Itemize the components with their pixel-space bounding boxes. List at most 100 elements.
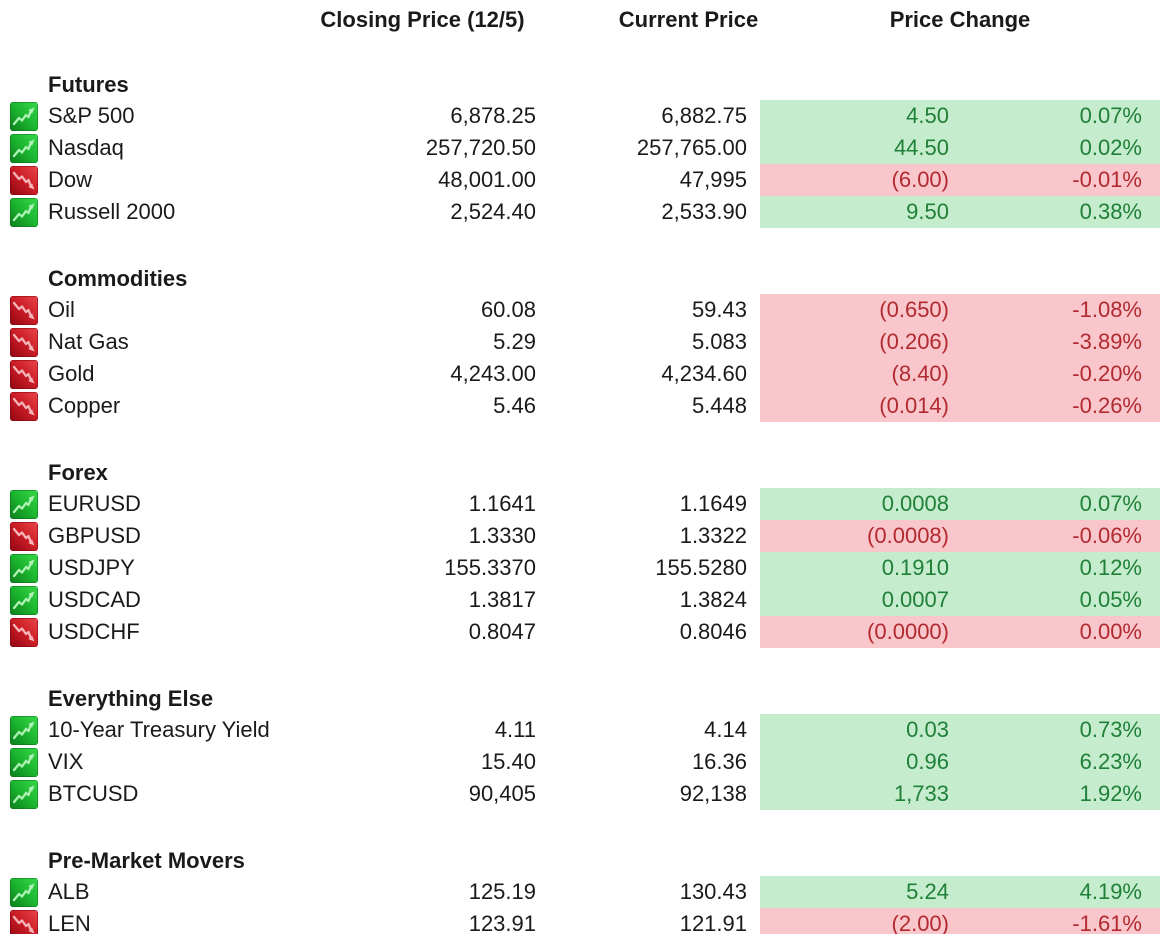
table-row: ALB 125.19 130.43 5.24 4.19% — [0, 876, 1160, 908]
trend-up-icon — [10, 197, 38, 227]
table-row: Copper 5.46 5.448 (0.014) -0.26% — [0, 390, 1160, 422]
section-title-row: Commodities — [0, 264, 1160, 294]
price-change-percent: 1.92% — [955, 778, 1160, 810]
price-change-value: 4.50 — [760, 100, 955, 132]
section-rows: ALB 125.19 130.43 5.24 4.19% LEN 123.9 — [0, 876, 1160, 934]
section-title: Forex — [48, 460, 108, 485]
price-change-value: 9.50 — [760, 196, 955, 228]
price-change-value: 5.24 — [760, 876, 955, 908]
trend-up-icon — [10, 133, 38, 163]
price-change-value: (6.00) — [760, 164, 955, 196]
table-row: VIX 15.40 16.36 0.96 6.23% — [0, 746, 1160, 778]
section-rows: 10-Year Treasury Yield 4.11 4.14 0.03 0.… — [0, 714, 1160, 810]
current-price: 92,138 — [679, 781, 747, 806]
price-change-value: (8.40) — [760, 358, 955, 390]
current-price: 4.14 — [704, 717, 747, 742]
table-section: Everything Else 10-Year Treasury Yield 4… — [0, 684, 1160, 810]
table-row: Dow 48,001.00 47,995 (6.00) -0.01% — [0, 164, 1160, 196]
price-change-percent: 6.23% — [955, 746, 1160, 778]
trend-down-icon — [10, 617, 38, 647]
trend-up-icon — [10, 553, 38, 583]
closing-price: 125.19 — [468, 879, 536, 904]
trend-up-icon — [10, 747, 38, 777]
trend-up-icon — [10, 585, 38, 615]
closing-price: 155.3370 — [444, 555, 536, 580]
section-title-row: Forex — [0, 458, 1160, 488]
section-title-row: Everything Else — [0, 684, 1160, 714]
current-price: 5.448 — [691, 393, 747, 418]
instrument-name: VIX — [48, 749, 84, 774]
instrument-name: Oil — [48, 297, 75, 322]
price-change-value: 1,733 — [760, 778, 955, 810]
closing-price: 6,878.25 — [450, 103, 536, 128]
price-change-value: 0.96 — [760, 746, 955, 778]
current-price: 121.91 — [679, 911, 747, 934]
table-section: Commodities Oil 60.08 59.43 (0.650) — [0, 264, 1160, 422]
table-row: 10-Year Treasury Yield 4.11 4.14 0.03 0.… — [0, 714, 1160, 746]
current-price: 130.43 — [679, 879, 747, 904]
instrument-name: GBPUSD — [48, 523, 141, 548]
price-change-percent: 0.73% — [955, 714, 1160, 746]
instrument-name: LEN — [48, 911, 91, 934]
section-rows: Oil 60.08 59.43 (0.650) -1.08% Nat Gas — [0, 294, 1160, 422]
table-header: Closing Price (12/5) Current Price Price… — [0, 6, 1160, 34]
closing-price: 2,524.40 — [450, 199, 536, 224]
price-change-percent: 4.19% — [955, 876, 1160, 908]
price-change-value: 0.1910 — [760, 552, 955, 584]
closing-price: 1.3330 — [468, 523, 536, 548]
closing-price: 60.08 — [480, 297, 536, 322]
table-row: GBPUSD 1.3330 1.3322 (0.0008) -0.06% — [0, 520, 1160, 552]
price-change-value: (2.00) — [760, 908, 955, 934]
closing-price: 1.3817 — [468, 587, 536, 612]
table-row: LEN 123.91 121.91 (2.00) -1.61% — [0, 908, 1160, 934]
section-title: Pre-Market Movers — [48, 848, 245, 873]
trend-up-icon — [10, 101, 38, 131]
instrument-name: Nasdaq — [48, 135, 124, 160]
instrument-name: 10-Year Treasury Yield — [48, 717, 270, 742]
closing-price: 4,243.00 — [450, 361, 536, 386]
instrument-name: EURUSD — [48, 491, 141, 516]
current-price: 59.43 — [691, 297, 747, 322]
section-title-row: Pre-Market Movers — [0, 846, 1160, 876]
column-header-closing-price: Closing Price (12/5) — [320, 7, 525, 32]
table-row: USDCAD 1.3817 1.3824 0.0007 0.05% — [0, 584, 1160, 616]
instrument-name: Dow — [48, 167, 93, 192]
section-rows: S&P 500 6,878.25 6,882.75 4.50 0.07% Nas… — [0, 100, 1160, 228]
current-price: 5.083 — [691, 329, 747, 354]
price-change-percent: 0.07% — [955, 488, 1160, 520]
price-change-value: 0.03 — [760, 714, 955, 746]
table-row: Nasdaq 257,720.50 257,765.00 44.50 0.02% — [0, 132, 1160, 164]
price-change-percent: -3.89% — [955, 326, 1160, 358]
instrument-name: USDJPY — [48, 555, 135, 580]
current-price: 1.1649 — [679, 491, 747, 516]
sections-container: Futures S&P 500 6,878.25 6,882.75 4.50 — [0, 70, 1160, 934]
price-change-value: (0.0000) — [760, 616, 955, 648]
table-section: Futures S&P 500 6,878.25 6,882.75 4.50 — [0, 70, 1160, 228]
section-title-row: Futures — [0, 70, 1160, 100]
trend-up-icon — [10, 489, 38, 519]
price-change-percent: 0.12% — [955, 552, 1160, 584]
closing-price: 5.46 — [493, 393, 536, 418]
table-row: Nat Gas 5.29 5.083 (0.206) -3.89% — [0, 326, 1160, 358]
price-change-percent: -0.20% — [955, 358, 1160, 390]
price-change-value: 0.0008 — [760, 488, 955, 520]
column-header-price-change: Price Change — [889, 7, 1031, 32]
price-change-percent: -0.06% — [955, 520, 1160, 552]
closing-price: 0.8047 — [468, 619, 536, 644]
closing-price: 4.11 — [494, 717, 536, 742]
current-price: 155.5280 — [655, 555, 747, 580]
closing-price: 257,720.50 — [425, 135, 536, 160]
current-price: 1.3824 — [679, 587, 747, 612]
instrument-name: Copper — [48, 393, 121, 418]
instrument-name: BTCUSD — [48, 781, 139, 806]
current-price: 2,533.90 — [661, 199, 747, 224]
section-rows: EURUSD 1.1641 1.1649 0.0008 0.07% GBPUSD — [0, 488, 1160, 648]
current-price: 47,995 — [679, 167, 747, 192]
price-change-value: (0.650) — [760, 294, 955, 326]
price-change-value: (0.014) — [760, 390, 955, 422]
instrument-name: S&P 500 — [48, 103, 135, 128]
current-price: 4,234.60 — [661, 361, 747, 386]
section-title: Futures — [48, 72, 129, 97]
price-change-percent: -0.01% — [955, 164, 1160, 196]
